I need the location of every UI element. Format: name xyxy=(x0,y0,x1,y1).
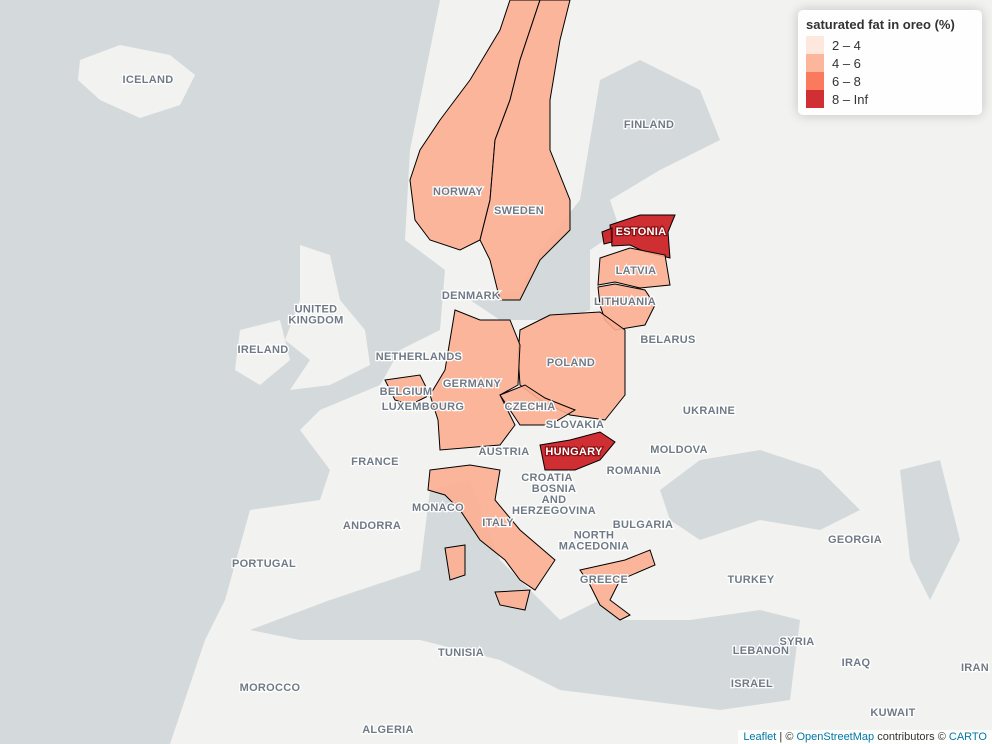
atlantic xyxy=(0,0,445,744)
country-region xyxy=(427,464,556,591)
legend-swatch xyxy=(806,72,824,90)
place-label: ROMANIA xyxy=(607,465,662,477)
place-label: IRELAND xyxy=(238,344,289,356)
place-label: ISRAEL xyxy=(731,678,773,690)
legend-label: 8 – Inf xyxy=(832,91,869,107)
legend-item: 6 – 8 xyxy=(806,72,974,90)
place-label: FINLAND xyxy=(624,119,674,131)
caspian-sea xyxy=(900,460,960,600)
place-label: SYRIA xyxy=(779,636,814,648)
place-label: DENMARK xyxy=(442,290,500,302)
place-label: ITALY xyxy=(482,517,514,529)
place-label: CROATIA xyxy=(521,472,572,484)
choropleth xyxy=(384,0,676,621)
attribution: Leaflet | © OpenStreetMap contributors ©… xyxy=(738,730,992,744)
place-label: LATVIA xyxy=(616,265,657,277)
country-region xyxy=(499,384,577,426)
black-sea xyxy=(660,450,860,540)
place-label: LITHUANIA xyxy=(594,296,656,308)
iceland xyxy=(78,45,195,118)
place-label: KINGDOM xyxy=(288,314,343,326)
ireland xyxy=(235,320,290,385)
country-region xyxy=(517,311,626,421)
legend-label: 6 – 8 xyxy=(832,73,861,89)
great-britain xyxy=(285,245,370,390)
place-label: MOROCCO xyxy=(240,682,301,694)
place-label: MONACO xyxy=(412,502,464,514)
baltic-sea xyxy=(470,60,720,320)
place-label: IRAN xyxy=(961,662,989,674)
legend-items: 2 – 4 4 – 6 6 – 8 8 – Inf xyxy=(806,36,974,108)
country-region xyxy=(479,0,571,301)
place-label: UNITED xyxy=(295,303,338,315)
place-label: BELARUS xyxy=(640,334,695,346)
place-label: MOLDOVA xyxy=(650,444,708,456)
place-label: FRANCE xyxy=(351,456,399,468)
legend-item: 2 – 4 xyxy=(806,36,974,54)
attribution-link[interactable]: CARTO xyxy=(948,731,987,743)
place-label: AUSTRIA xyxy=(479,446,530,458)
place-label: TUNISIA xyxy=(438,647,484,659)
place-label: BULGARIA xyxy=(613,519,673,531)
place-label: GEORGIA xyxy=(828,534,882,546)
legend: saturated fat in oreo (%) 2 – 4 4 – 6 6 – … xyxy=(798,10,982,115)
legend-item: 8 – Inf xyxy=(806,90,974,108)
place-label: BOSNIA xyxy=(532,483,577,495)
country-region xyxy=(579,549,656,621)
place-label: SLOVAKIA xyxy=(546,419,604,431)
legend-label: 2 – 4 xyxy=(832,37,861,53)
attribution-text: | © xyxy=(776,731,797,743)
place-label: ANDORRA xyxy=(343,520,401,532)
place-label: IRAQ xyxy=(842,657,871,669)
place-label: LEBANON xyxy=(733,645,790,657)
country-region xyxy=(384,374,431,406)
country-region xyxy=(597,283,656,331)
place-label: AND xyxy=(542,494,567,506)
place-label: MACEDONIA xyxy=(559,540,630,552)
country-region xyxy=(444,544,466,581)
legend-label: 4 – 6 xyxy=(832,55,861,71)
country-region xyxy=(539,431,616,471)
country-region xyxy=(429,309,521,451)
attribution-text: contributors © xyxy=(874,731,949,743)
legend-swatch xyxy=(806,90,824,108)
place-label: NORWAY xyxy=(433,186,483,198)
legend-swatch xyxy=(806,54,824,72)
country-region xyxy=(601,227,613,245)
place-label: HUNGARY xyxy=(545,446,603,458)
place-label: ALGERIA xyxy=(362,724,414,736)
place-label: GERMANY xyxy=(443,378,502,390)
place-label: ESTONIA xyxy=(616,226,667,238)
place-label: BELGIUM xyxy=(380,386,433,398)
country-region xyxy=(609,214,676,259)
place-label: SWEDEN xyxy=(494,205,544,217)
country-region xyxy=(494,589,531,611)
legend-item: 4 – 6 xyxy=(806,54,974,72)
place-label: POLAND xyxy=(547,357,595,369)
attribution-link[interactable]: Leaflet xyxy=(743,731,777,743)
place-label: CZECHIA xyxy=(505,401,556,413)
place-labels: ICELAND FINLAND NORWAY SWEDEN ESTONIA LATVIA D… xyxy=(121,73,990,738)
legend-swatch xyxy=(806,36,824,54)
place-label: NORTH xyxy=(574,529,615,541)
country-region xyxy=(597,247,671,289)
place-label: ICELAND xyxy=(123,74,174,86)
attribution-link[interactable]: OpenStreetMap xyxy=(796,731,875,743)
place-label: GREECE xyxy=(580,574,628,586)
land xyxy=(78,45,370,390)
place-label: TURKEY xyxy=(727,574,774,586)
place-label: LUXEMBOURG xyxy=(382,401,464,413)
place-label: KUWAIT xyxy=(870,707,915,719)
place-label: PORTUGAL xyxy=(232,558,296,570)
legend-title: saturated fat in oreo (%) xyxy=(806,17,955,32)
place-label: HERZEGOVINA xyxy=(512,505,596,517)
place-label: UKRAINE xyxy=(683,405,735,417)
place-label: NETHERLANDS xyxy=(376,351,462,363)
